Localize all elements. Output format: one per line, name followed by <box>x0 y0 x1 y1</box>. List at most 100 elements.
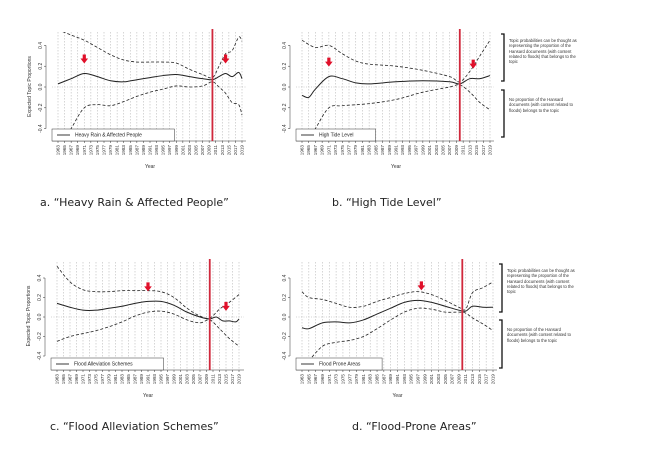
x-tick-label: 1975 <box>94 374 99 385</box>
legend-box <box>295 357 383 371</box>
y-tick-label: 0.2 <box>37 294 43 301</box>
x-tick-label: 1967 <box>69 145 74 156</box>
x-axis-label: Year <box>143 393 153 399</box>
x-tick-label: 2017 <box>230 374 235 385</box>
y-axis-label: Expected Topic Proportions <box>27 56 33 117</box>
caption-c: c. “Flood Alleviation Schemes” <box>50 420 219 433</box>
x-tick-label: 1963 <box>56 145 61 156</box>
arrow-marker <box>80 54 89 64</box>
x-tick-label: 2017 <box>481 145 486 156</box>
x-tick-label: 1989 <box>141 145 146 156</box>
bracket-upper-d <box>499 263 503 313</box>
x-tick-label: 1987 <box>381 374 386 385</box>
x-tick-label: 2019 <box>488 145 493 156</box>
x-tick-label: 2011 <box>461 145 466 155</box>
x-tick-label: 2007 <box>200 145 205 156</box>
x-tick-label: 1983 <box>368 374 373 385</box>
x-tick-label: 1991 <box>394 145 399 156</box>
legend-label: High Tide Level <box>319 133 353 139</box>
bracket-lower-b <box>501 89 505 138</box>
x-tick-label: 1975 <box>340 374 345 385</box>
panel-a: 1963 1965 1967 1969 1971 1973 1975 1977 1979 1981… <box>27 29 246 170</box>
y-tick-label: -0.2 <box>282 103 288 112</box>
x-tick-label: 1983 <box>367 145 372 156</box>
x-tick-label: 1985 <box>375 374 380 385</box>
arrow-marker <box>325 57 333 67</box>
x-tick-label: 1981 <box>360 145 365 156</box>
x-tick-label: 1973 <box>88 145 93 156</box>
y-tick-label: -0.2 <box>37 332 43 341</box>
x-tick-label: 1971 <box>81 374 86 385</box>
panel-b: 1963 1965 1967 1969 1971 1973 1975 1977 1979 1981… <box>282 29 494 170</box>
y-tick-label: -0.4 <box>38 124 44 133</box>
x-tick-label: 1985 <box>373 145 378 156</box>
bracket-lower-d <box>499 319 503 369</box>
legend-label: Flood Alleviation Schemes <box>74 362 133 368</box>
legend-label: Heavy Rain & Affected People <box>75 133 142 139</box>
x-tick-label: 1979 <box>354 374 359 385</box>
x-tick-label: 2001 <box>180 145 185 156</box>
x-tick-label: 1965 <box>62 145 67 156</box>
x-tick-label: 2009 <box>454 145 459 156</box>
upper-ci-line <box>301 39 491 83</box>
x-tick-label: 2009 <box>204 374 209 385</box>
x-tick-label: 2017 <box>233 145 238 156</box>
x-tick-label: 2011 <box>213 145 218 155</box>
x-tick-label: 1963 <box>300 145 305 156</box>
x-tick-label: 1969 <box>320 145 325 156</box>
lower-ci-line <box>308 307 494 362</box>
x-tick-label: 1967 <box>313 374 318 385</box>
panel-c: 1963 1965 1967 1969 1971 1973 1975 1977 1979 1981… <box>26 259 244 399</box>
x-tick-label: 1987 <box>134 145 139 156</box>
x-tick-label: 1969 <box>320 374 325 385</box>
x-axis-label: Year <box>145 164 155 170</box>
legend-label: Flood Prone Areas <box>319 362 361 368</box>
legend-box <box>51 128 175 142</box>
y-tick-label: 0.2 <box>38 63 44 70</box>
x-tick-label: 2017 <box>484 374 489 385</box>
x-tick-label: 2003 <box>185 374 190 385</box>
x-tick-label: 2003 <box>436 374 441 385</box>
x-tick-label: 2001 <box>427 145 432 156</box>
arrow-marker <box>222 301 230 311</box>
y-tick-label: 0.0 <box>37 313 43 320</box>
x-tick-label: 1999 <box>420 145 425 156</box>
x-tick-label: 1997 <box>414 145 419 156</box>
x-tick-label: 2007 <box>447 145 452 156</box>
x-tick-label: 1981 <box>115 145 120 156</box>
y-tick-label: 0.2 <box>282 63 288 70</box>
x-tick-label: 1993 <box>154 145 159 156</box>
x-tick-label: 1997 <box>167 145 172 156</box>
x-tick-label: 1987 <box>133 374 138 385</box>
mean-line <box>57 71 243 85</box>
x-tick-label: 1997 <box>165 374 170 385</box>
x-tick-label: 2013 <box>470 374 475 385</box>
x-tick-label: 2015 <box>477 374 482 385</box>
x-tick-label: 1985 <box>128 145 133 156</box>
x-tick-label: 1995 <box>159 374 164 385</box>
x-axis-label: Year <box>392 393 402 399</box>
x-tick-label: 1993 <box>152 374 157 385</box>
lower-ci-line <box>56 310 240 347</box>
x-tick-label: 1991 <box>148 145 153 156</box>
y-tick-label: 0.0 <box>282 83 288 90</box>
x-tick-label: 2005 <box>441 145 446 156</box>
x-tick-label: 1971 <box>82 145 87 156</box>
x-tick-label: 2009 <box>456 374 461 385</box>
series-group <box>56 266 240 347</box>
x-tick-label: 1999 <box>172 374 177 385</box>
x-tick-label: 1997 <box>415 374 420 385</box>
x-tick-label: 1967 <box>68 374 73 385</box>
y-tick-label: -0.4 <box>37 351 43 360</box>
mean-line <box>56 300 240 323</box>
x-tick-label: 2005 <box>194 145 199 156</box>
x-tick-label: 1965 <box>61 374 66 385</box>
x-tick-label: 2013 <box>220 145 225 156</box>
x-tick-label: 2015 <box>224 374 229 385</box>
caption-b: b. “High Tide Level” <box>332 196 442 209</box>
x-tick-label: 1963 <box>300 374 305 385</box>
x-tick-label: 1991 <box>395 374 400 385</box>
caption-d: d. “Flood-Prone Areas” <box>352 420 477 433</box>
mean-line <box>301 299 494 330</box>
